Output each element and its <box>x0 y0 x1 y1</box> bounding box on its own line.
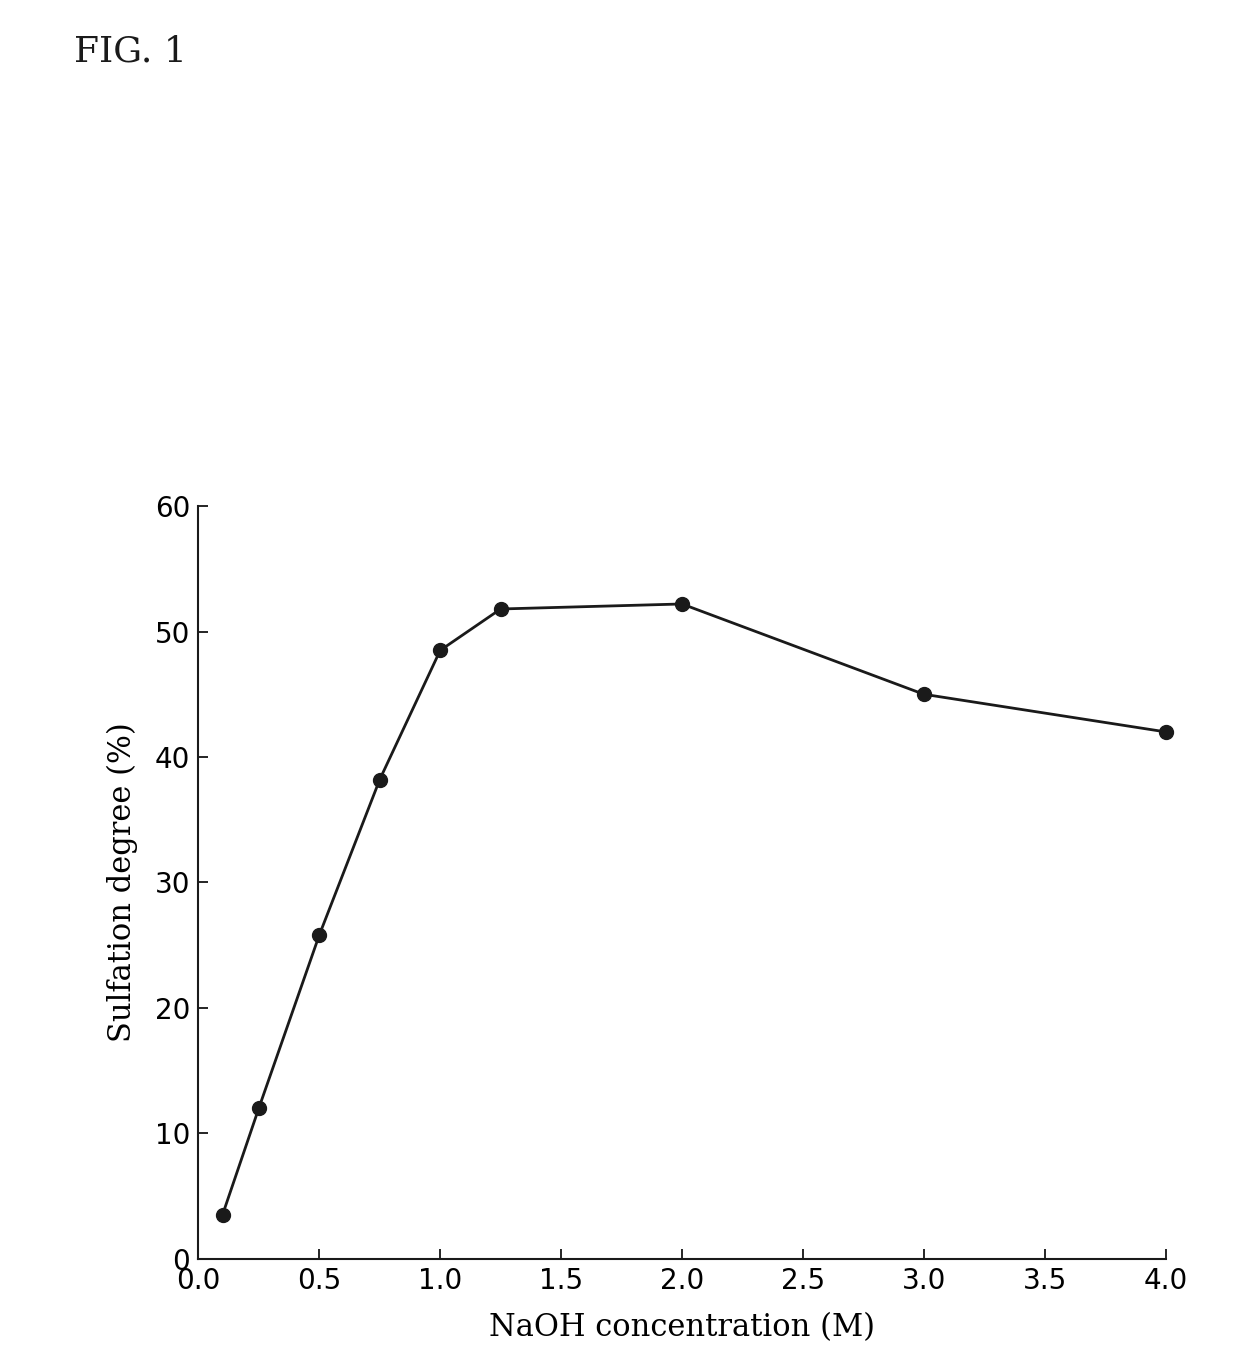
Y-axis label: Sulfation degree (%): Sulfation degree (%) <box>107 722 138 1042</box>
Text: FIG. 1: FIG. 1 <box>74 34 187 68</box>
X-axis label: NaOH concentration (M): NaOH concentration (M) <box>489 1312 875 1342</box>
